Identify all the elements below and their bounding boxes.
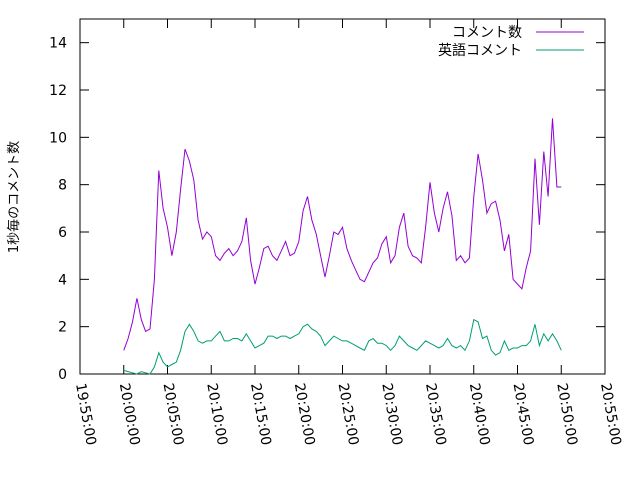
y-tick-label: 6 <box>58 225 67 241</box>
y-tick-label: 4 <box>58 272 67 288</box>
x-tick-label: 20:00:00 <box>116 382 143 447</box>
x-tick-label: 20:50:00 <box>553 382 580 447</box>
series-lines <box>123 118 562 375</box>
x-tick-label: 20:45:00 <box>510 382 537 447</box>
x-tick-label: 20:30:00 <box>378 382 405 447</box>
series-line-2 <box>123 318 562 375</box>
y-tick-label: 2 <box>58 320 67 336</box>
x-tick-label: 20:35:00 <box>422 382 449 447</box>
x-tick-label: 20:55:00 <box>597 382 624 447</box>
x-tick-label: 20:10:00 <box>203 382 230 447</box>
plot-frame <box>79 18 606 375</box>
x-tick-label: 20:15:00 <box>247 382 274 447</box>
x-tick-label: 20:25:00 <box>335 382 362 447</box>
y-tick-label: 8 <box>58 178 67 194</box>
y-tick-label: 10 <box>49 130 67 146</box>
y-tick-label: 14 <box>49 36 67 52</box>
legend-label: 英語コメント <box>438 42 522 59</box>
x-tick-label: 19:55:00 <box>72 382 99 447</box>
x-axis-ticks: 19:55:00 20:00:00 20:05:00 20:10:00 20:15:00… <box>72 19 624 447</box>
x-tick-label: 20:40:00 <box>466 382 493 447</box>
y-tick-label: 0 <box>58 367 67 383</box>
y-axis-label: 1秒毎のコメント数 <box>6 141 22 253</box>
plot-border <box>79 18 606 375</box>
x-tick-label: 20:05:00 <box>160 382 187 447</box>
legend-label: コメント数 <box>452 25 522 41</box>
x-tick-label: 20:20:00 <box>291 382 318 447</box>
y-tick-label: 12 <box>49 83 67 99</box>
y-axis-ticks: 0 2 4 6 8 10 12 14 <box>49 36 605 383</box>
series-line-1 <box>123 118 562 351</box>
